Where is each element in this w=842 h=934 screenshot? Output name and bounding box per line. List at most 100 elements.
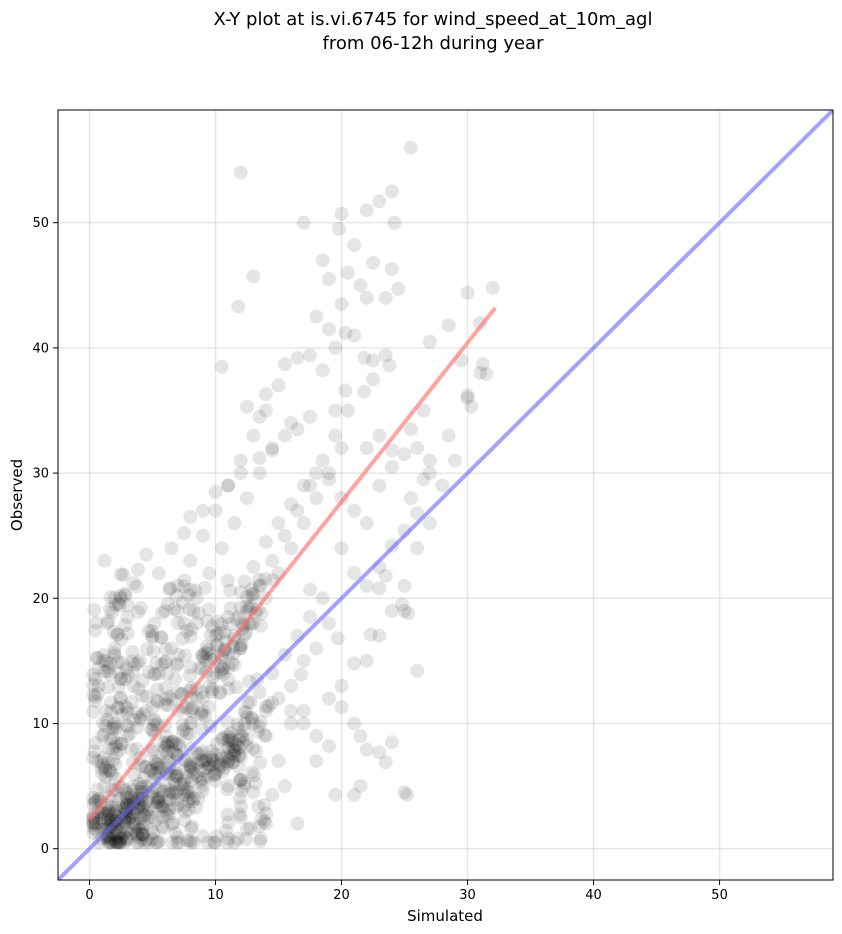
data-point [96, 653, 111, 668]
data-point [127, 807, 142, 822]
data-point [334, 541, 349, 556]
data-point [253, 618, 268, 633]
data-point [100, 812, 115, 827]
data-point [195, 703, 210, 718]
data-point [321, 739, 336, 754]
data-point [135, 673, 150, 688]
data-point [120, 610, 135, 625]
data-point [88, 735, 103, 750]
data-point [246, 785, 261, 800]
data-point [182, 758, 197, 773]
data-point [220, 807, 235, 822]
data-point [177, 526, 192, 541]
data-point [109, 719, 124, 734]
data-point [120, 822, 135, 837]
data-point [303, 478, 318, 493]
data-point [114, 691, 129, 706]
x-tick-label: 30 [459, 888, 476, 903]
data-point [106, 624, 121, 639]
data-point [435, 478, 450, 493]
data-point [118, 783, 133, 798]
data-point [98, 806, 113, 821]
data-point [113, 588, 128, 603]
data-point [158, 655, 173, 670]
data-point [109, 746, 124, 761]
data-point [130, 827, 145, 842]
data-point [131, 681, 146, 696]
data-point [89, 615, 104, 630]
data-point [110, 835, 125, 850]
data-point [130, 835, 145, 850]
data-point [284, 716, 299, 731]
data-point [220, 835, 235, 850]
data-point [126, 779, 141, 794]
data-point [170, 835, 185, 850]
data-point [315, 253, 330, 268]
data-point [211, 762, 226, 777]
data-point [121, 800, 136, 815]
data-point [328, 428, 343, 443]
data-point [422, 334, 437, 349]
data-point [221, 681, 236, 696]
data-point [178, 804, 193, 819]
data-point [207, 835, 222, 850]
data-point [154, 630, 169, 645]
data-point [97, 779, 112, 794]
data-point [185, 701, 200, 716]
data-point [321, 322, 336, 337]
data-point [473, 365, 488, 380]
data-point [246, 269, 261, 284]
data-point [221, 478, 236, 493]
data-point [131, 562, 146, 577]
data-point [121, 719, 136, 734]
data-point [176, 579, 191, 594]
data-point [200, 614, 215, 629]
data-point [233, 453, 248, 468]
data-point [118, 831, 133, 846]
data-point [89, 650, 104, 665]
data-point [257, 798, 272, 813]
data-point [384, 603, 399, 618]
data-point [118, 699, 133, 714]
data-point [115, 707, 130, 722]
data-point [158, 692, 173, 707]
data-point [95, 766, 110, 781]
x-tick-label: 20 [333, 888, 350, 903]
data-point [108, 757, 123, 772]
data-point [200, 646, 215, 661]
data-point [258, 703, 273, 718]
data-point [120, 786, 135, 801]
data-point [108, 835, 123, 850]
data-point [284, 703, 299, 718]
data-point [131, 830, 146, 845]
data-point [195, 690, 210, 705]
data-point [110, 700, 125, 715]
data-point [155, 809, 170, 824]
data-point [194, 648, 209, 663]
data-point [209, 829, 224, 844]
data-point [120, 705, 135, 720]
data-point [171, 737, 186, 752]
data-point [485, 280, 500, 295]
data-point [205, 682, 220, 697]
data-point [334, 441, 349, 456]
data-point [183, 760, 198, 775]
data-point [460, 388, 475, 403]
data-point [95, 729, 110, 744]
data-point [144, 624, 159, 639]
data-point [95, 811, 110, 826]
data-point [107, 648, 122, 663]
data-point [243, 820, 258, 835]
data-point [204, 685, 219, 700]
data-point [186, 835, 201, 850]
data-point [170, 769, 185, 784]
data-point [158, 779, 173, 794]
data-point [107, 716, 122, 731]
data-point [137, 798, 152, 813]
data-point [177, 722, 192, 737]
data-point [253, 714, 268, 729]
data-point [181, 802, 196, 817]
data-point [168, 777, 183, 792]
data-point [199, 761, 214, 776]
data-point [89, 816, 104, 831]
